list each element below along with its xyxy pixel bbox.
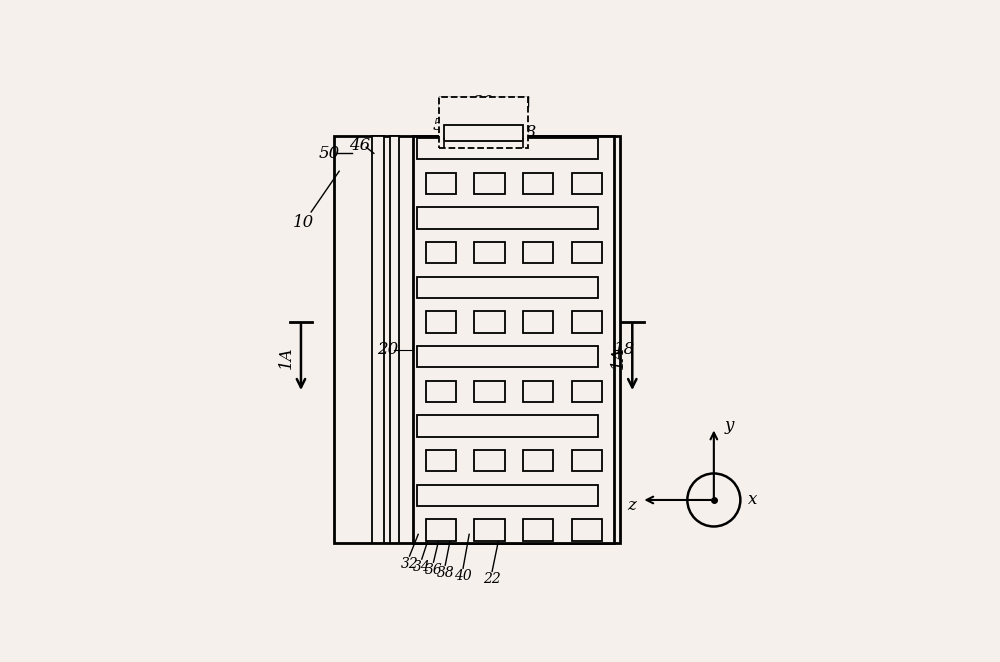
Bar: [523, 450, 553, 471]
Text: 30: 30: [473, 94, 494, 111]
Bar: [572, 381, 602, 402]
Bar: [417, 207, 598, 229]
Bar: [523, 520, 553, 541]
Text: z: z: [628, 496, 636, 514]
Bar: [523, 311, 553, 333]
Text: 50: 50: [318, 145, 340, 162]
Text: 48: 48: [515, 124, 536, 142]
Bar: [523, 242, 553, 263]
Text: 34: 34: [413, 560, 431, 574]
Bar: [417, 138, 598, 160]
Bar: [426, 520, 456, 541]
Bar: [417, 415, 598, 437]
Text: 20: 20: [377, 341, 398, 358]
Text: y: y: [725, 416, 734, 434]
Bar: [474, 173, 505, 194]
Bar: [426, 173, 456, 194]
Text: 46: 46: [349, 137, 370, 154]
Text: 36: 36: [425, 563, 442, 577]
Bar: [572, 242, 602, 263]
Bar: [439, 97, 528, 148]
Bar: [474, 381, 505, 402]
Bar: [474, 311, 505, 333]
Bar: [474, 242, 505, 263]
Text: x: x: [748, 491, 757, 508]
Bar: [426, 311, 456, 333]
Bar: [372, 136, 384, 544]
Bar: [572, 311, 602, 333]
Bar: [523, 381, 553, 402]
Bar: [426, 242, 456, 263]
Bar: [572, 173, 602, 194]
Bar: [390, 136, 399, 544]
Text: 32: 32: [401, 557, 418, 571]
Bar: [334, 136, 620, 544]
Text: 22: 22: [483, 572, 501, 586]
Bar: [413, 136, 614, 544]
Bar: [426, 381, 456, 402]
Text: 10: 10: [293, 214, 314, 230]
Text: 40: 40: [454, 569, 472, 583]
Text: 52: 52: [433, 117, 454, 134]
Bar: [417, 346, 598, 367]
Bar: [474, 450, 505, 471]
Bar: [444, 125, 523, 140]
Bar: [474, 520, 505, 541]
Bar: [417, 277, 598, 298]
Bar: [572, 450, 602, 471]
Bar: [523, 173, 553, 194]
Text: 1A: 1A: [610, 346, 627, 369]
Bar: [572, 520, 602, 541]
Text: 38: 38: [436, 566, 454, 580]
Bar: [417, 485, 598, 506]
Bar: [426, 450, 456, 471]
Text: 1A: 1A: [278, 346, 295, 369]
Text: 18: 18: [614, 341, 635, 358]
